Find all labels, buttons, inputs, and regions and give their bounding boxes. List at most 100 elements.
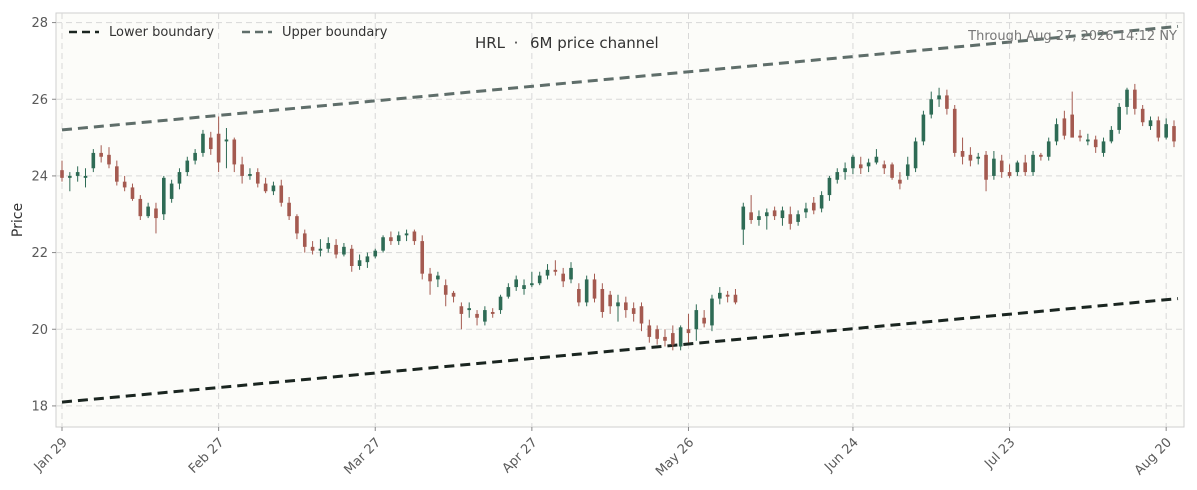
candle xyxy=(851,154,855,174)
legend-label-upper: Upper boundary xyxy=(282,25,388,40)
candle xyxy=(216,116,221,173)
candle-body xyxy=(890,164,894,178)
candle xyxy=(741,202,746,245)
candle-body xyxy=(287,202,291,217)
candle xyxy=(772,206,777,220)
candle-body xyxy=(749,212,753,220)
candle-body xyxy=(1046,141,1051,157)
candle-body xyxy=(639,306,644,324)
chart-title-separator: · xyxy=(514,34,519,52)
candle-body xyxy=(83,175,88,178)
candle-body xyxy=(702,317,706,324)
candle-body xyxy=(1039,154,1043,157)
candle xyxy=(248,168,252,180)
y-tick-label: 20 xyxy=(31,323,48,338)
candle xyxy=(624,296,628,318)
candle-body xyxy=(686,329,691,334)
candle xyxy=(984,151,988,192)
candle-body xyxy=(373,250,378,257)
candle-body xyxy=(757,216,761,220)
candle xyxy=(1086,133,1090,146)
candle xyxy=(240,156,244,184)
candle-body xyxy=(843,168,847,173)
candle-body xyxy=(1078,135,1082,138)
candle xyxy=(843,162,847,180)
candle xyxy=(279,179,284,207)
candle xyxy=(1062,110,1067,140)
chart-title: HRL · 6M price channel xyxy=(475,34,659,52)
candle-body xyxy=(302,233,307,247)
candle-body xyxy=(498,296,503,311)
candle-body xyxy=(1062,118,1067,136)
candle-body xyxy=(522,285,526,289)
candle xyxy=(1172,120,1176,148)
candle xyxy=(451,290,456,303)
candle-body xyxy=(412,231,417,242)
candle xyxy=(467,302,472,318)
candle-body xyxy=(968,154,973,161)
candle xyxy=(921,110,926,146)
candle-body xyxy=(475,313,479,318)
chart-title-text: 6M price channel xyxy=(530,34,659,52)
candle-body xyxy=(107,154,111,165)
candle-body xyxy=(804,208,808,213)
candle xyxy=(99,145,103,163)
candle xyxy=(827,175,832,201)
candle-body xyxy=(1148,120,1153,127)
candles xyxy=(60,83,1176,351)
candle-body xyxy=(459,306,464,314)
candle-body xyxy=(295,216,299,234)
candle xyxy=(733,289,738,305)
candle xyxy=(960,137,965,165)
candle-body xyxy=(1093,139,1098,148)
candle xyxy=(130,183,135,201)
candle xyxy=(577,283,581,307)
candle-body xyxy=(310,246,315,251)
candle-body xyxy=(796,214,800,222)
candle xyxy=(1015,160,1020,176)
candle xyxy=(788,206,793,230)
candle xyxy=(404,229,409,242)
candle xyxy=(999,154,1004,178)
candle-body xyxy=(271,185,276,192)
candle-body xyxy=(1133,89,1137,109)
candle-body xyxy=(608,294,612,307)
candle xyxy=(1156,116,1161,142)
candle xyxy=(146,202,150,219)
candle xyxy=(780,206,785,226)
chart-title-symbol: HRL xyxy=(475,34,506,52)
candle xyxy=(1007,164,1012,178)
candle xyxy=(537,271,542,286)
candle-body xyxy=(240,164,244,176)
candle xyxy=(224,128,229,169)
candle-body xyxy=(1023,162,1028,173)
candle-body xyxy=(569,267,573,280)
candle xyxy=(271,181,276,196)
candle-body xyxy=(788,214,793,224)
candle-body xyxy=(921,114,926,142)
candle-body xyxy=(655,329,659,339)
candle-body xyxy=(616,302,620,307)
candle-body xyxy=(553,269,558,272)
y-axis: 18 20 22 24 26 28 xyxy=(31,16,56,414)
candle-body xyxy=(827,177,832,196)
candle-body xyxy=(162,177,166,215)
candle xyxy=(263,177,268,194)
candle xyxy=(1148,116,1153,130)
candle-body xyxy=(396,235,401,242)
y-tick-label: 22 xyxy=(31,246,48,261)
candle-body xyxy=(600,289,605,312)
candle-body xyxy=(678,327,683,347)
candle-body xyxy=(905,164,910,176)
candle-body xyxy=(357,260,362,266)
y-tick-label: 24 xyxy=(31,169,48,184)
candle xyxy=(389,231,393,245)
candle xyxy=(945,89,949,115)
candle xyxy=(483,306,487,326)
candle-body xyxy=(169,183,174,199)
y-tick-label: 26 xyxy=(31,93,48,108)
candle-body xyxy=(984,154,988,180)
candle-body xyxy=(279,185,284,203)
candle-body xyxy=(193,152,197,161)
